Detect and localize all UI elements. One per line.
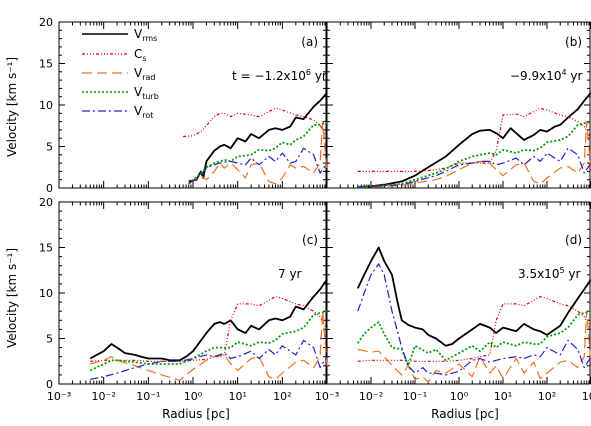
svg-text:Vrad: Vrad (134, 66, 156, 82)
series-vrot-line-panel-b (357, 147, 591, 188)
series-vrot-line-panel-d (357, 263, 591, 376)
legend-entry-vrot: Vrot (82, 104, 153, 120)
series-cs-line-panel-a (183, 107, 328, 139)
x-tick-label: 10³ (582, 390, 591, 403)
y-tick-label: 20 (39, 16, 53, 29)
y-tick-label: 0 (46, 378, 53, 391)
y-axis-label-bottom: Velocity [km s⁻¹] (5, 248, 19, 348)
series-vrms-line-panel-c (89, 278, 328, 362)
panel-b-frame (326, 21, 591, 189)
panel-a-frame (58, 21, 327, 189)
series-vrad-line-panel-b (357, 120, 591, 188)
y-tick-label: 15 (39, 58, 53, 71)
x-tick-label: 10⁻³ (315, 390, 339, 403)
series-vturb-line-panel-d (357, 310, 591, 367)
y-tick-label: 10 (39, 99, 53, 112)
panel-b-label: (b) (565, 35, 582, 49)
y-tick-label: 20 (39, 196, 53, 209)
x-tick-label: 10⁻³ (47, 390, 71, 403)
x-axis-label-right: Radius [pc] (431, 407, 499, 421)
series-cs-line-panel-d (357, 296, 591, 362)
x-tick-label: 10⁻¹ (136, 390, 160, 403)
x-tick-label: 10⁻² (92, 390, 116, 403)
panel-a-time: t = −1.2x106 yr (232, 68, 327, 83)
series-vturb-line-panel-b (357, 120, 591, 189)
x-tick-label: 10⁻² (359, 390, 383, 403)
legend-entry-cs: Cs (82, 47, 147, 63)
y-tick-label: 5 (46, 141, 53, 154)
x-axis-label-left: Radius [pc] (162, 407, 230, 421)
panel-d-frame (326, 201, 591, 385)
series-vrms-line-panel-b (357, 92, 591, 189)
series-vrad-line-panel-d (357, 310, 591, 383)
svg-text:Cs: Cs (134, 47, 147, 63)
panel-c-time: 7 yr (278, 267, 302, 281)
x-tick-label: 10¹ (228, 390, 246, 403)
x-tick-label: 10¹ (494, 390, 512, 403)
series-vturb-line-panel-a (188, 121, 328, 185)
x-tick-label: 10² (538, 390, 556, 403)
legend-entry-vturb: Vturb (82, 85, 159, 101)
series-cs-line-panel-c (90, 296, 328, 362)
series-vrms-line-panel-d (356, 246, 591, 347)
series-vrad-line-panel-a (188, 120, 328, 185)
panel-d-time: 3.5x105 yr (518, 266, 580, 281)
x-tick-label: 10² (273, 390, 291, 403)
panel-c-frame (58, 201, 327, 385)
panel-c-label: (c) (302, 233, 318, 247)
legend-entry-vrms: Vrms (82, 27, 157, 43)
series-vturb-line-panel-c (89, 310, 328, 372)
x-tick-label: 10⁰ (184, 390, 203, 403)
panel-b-time: −9.9x104 yr (510, 68, 583, 83)
svg-text:Vturb: Vturb (134, 85, 159, 101)
x-tick-label: 10⁻¹ (403, 390, 427, 403)
svg-text:Vrms: Vrms (134, 27, 157, 43)
legend-entry-vrad: Vrad (82, 66, 156, 82)
y-tick-label: 5 (46, 333, 53, 346)
x-tick-label: 10⁰ (450, 390, 469, 403)
series-vrot-line-panel-c (90, 339, 328, 380)
panel-a-label: (a) (301, 35, 318, 49)
svg-text:Vrot: Vrot (134, 104, 153, 120)
series-vrot-line-panel-a (188, 147, 328, 185)
panel-d-label: (d) (565, 233, 582, 247)
y-tick-label: 10 (39, 287, 53, 300)
legend: Vrms Cs Vrad Vturb Vrot (82, 27, 159, 120)
y-tick-label: 15 (39, 242, 53, 255)
y-axis-label-top: Velocity [km s⁻¹] (5, 57, 19, 157)
y-tick-label: 0 (46, 182, 53, 195)
series-cs-line-panel-b (357, 107, 591, 172)
